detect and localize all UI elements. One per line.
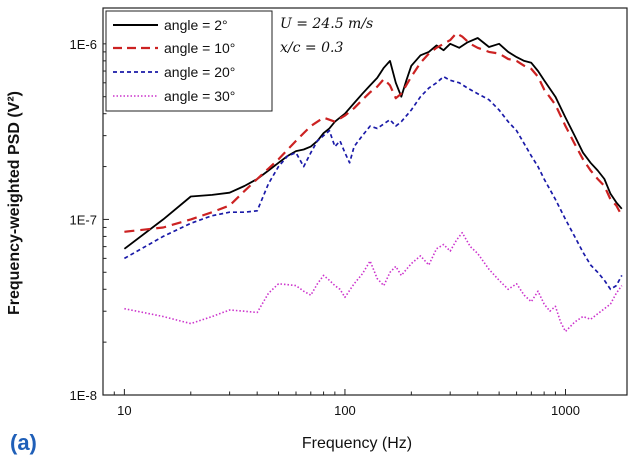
series-line-2 <box>123 75 623 291</box>
x-tick-label: 100 <box>334 403 356 418</box>
y-axis: 1E-8 1E-7 1E-6 <box>70 37 109 403</box>
series-line-3 <box>124 231 623 333</box>
legend-label-angle-30: angle = 30° <box>164 88 235 104</box>
annotation-velocity: U = 24.5 m/s <box>280 16 373 32</box>
y-tick-label: 1E-7 <box>70 212 97 227</box>
x-axis-label: Frequency (Hz) <box>302 435 412 452</box>
annotation-chord-position: x/c = 0.3 <box>280 40 343 56</box>
x-tick-label: 10 <box>117 403 131 418</box>
legend-label-angle-10: angle = 10° <box>164 40 235 56</box>
x-tick-label: 1000 <box>551 403 580 418</box>
legend-label-angle-20: angle = 20° <box>164 64 235 80</box>
legend-box <box>105 10 273 112</box>
legend-label-angle-2: angle = 2° <box>164 17 228 33</box>
y-tick-label: 1E-8 <box>70 388 97 403</box>
series-line-1 <box>124 32 623 233</box>
plot-area <box>123 32 623 333</box>
panel-label: (a) <box>10 430 37 455</box>
legend: angle = 2° angle = 10° angle = 20° angle… <box>105 10 273 112</box>
x-axis: 10 100 1000 <box>102 389 580 418</box>
plot-frame <box>102 7 628 396</box>
y-axis-label: Frequency-weighted PSD (V²) <box>6 91 23 315</box>
y-tick-label: 1E-6 <box>70 37 97 52</box>
